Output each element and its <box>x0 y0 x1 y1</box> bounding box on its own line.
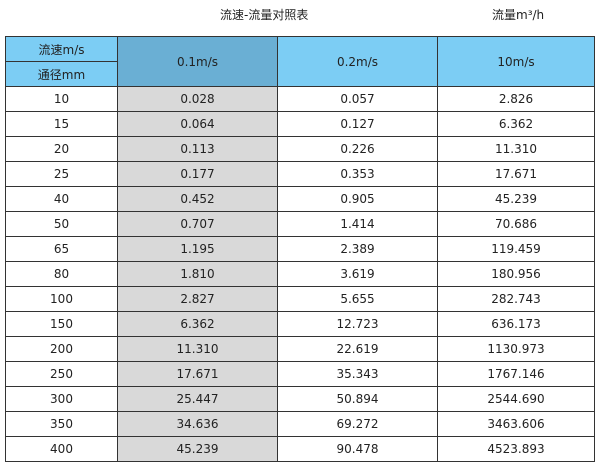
flow-cell: 2.826 <box>437 86 595 112</box>
flow-cell: 11.310 <box>437 136 595 162</box>
table-row: 350 34.636 69.272 3463.606 <box>5 411 595 437</box>
table-row: 25 0.177 0.353 17.671 <box>5 161 595 187</box>
flow-cell: 0.353 <box>277 161 438 187</box>
table-row: 50 0.707 1.414 70.686 <box>5 211 595 237</box>
flow-cell: 3.619 <box>277 261 438 287</box>
flow-cell: 17.671 <box>437 161 595 187</box>
column-header: 0.2m/s <box>277 36 438 87</box>
table-row: 100 2.827 5.655 282.743 <box>5 286 595 312</box>
table-row: 400 45.239 90.478 4523.893 <box>5 436 595 462</box>
flow-cell: 11.310 <box>117 336 278 362</box>
flow-cell: 50.894 <box>277 386 438 412</box>
table-row: 10 0.028 0.057 2.826 <box>5 86 595 112</box>
flow-cell: 0.057 <box>277 86 438 112</box>
flow-cell: 0.905 <box>277 186 438 212</box>
flow-cell: 1.414 <box>277 211 438 237</box>
diameter-cell: 40 <box>5 186 118 212</box>
flow-cell: 0.113 <box>117 136 278 162</box>
diameter-cell: 350 <box>5 411 118 437</box>
diameter-header: 通径mm <box>5 61 118 87</box>
flow-cell: 0.226 <box>277 136 438 162</box>
flow-cell: 6.362 <box>437 111 595 137</box>
flow-cell: 0.177 <box>117 161 278 187</box>
flow-cell: 0.127 <box>277 111 438 137</box>
flow-cell: 636.173 <box>437 311 595 337</box>
flow-cell: 119.459 <box>437 236 595 262</box>
flow-cell: 0.452 <box>117 186 278 212</box>
flow-cell: 1.195 <box>117 236 278 262</box>
table-row: 20 0.113 0.226 11.310 <box>5 136 595 162</box>
diameter-cell: 50 <box>5 211 118 237</box>
diameter-cell: 80 <box>5 261 118 287</box>
table-title: 流速-流量对照表 <box>220 8 309 22</box>
table-row: 250 17.671 35.343 1767.146 <box>5 361 595 387</box>
diameter-cell: 250 <box>5 361 118 387</box>
flow-table: 流速m/s 0.1m/s 0.2m/s 10m/s 通径mm 10 0.028 0.… <box>5 36 595 462</box>
flow-cell: 34.636 <box>117 411 278 437</box>
flow-cell: 2.389 <box>277 236 438 262</box>
flow-cell: 282.743 <box>437 286 595 312</box>
flow-cell: 0.707 <box>117 211 278 237</box>
flow-cell: 17.671 <box>117 361 278 387</box>
table-row: 15 0.064 0.127 6.362 <box>5 111 595 137</box>
flow-cell: 70.686 <box>437 211 595 237</box>
table-row: 80 1.810 3.619 180.956 <box>5 261 595 287</box>
flow-cell: 180.956 <box>437 261 595 287</box>
diameter-cell: 65 <box>5 236 118 262</box>
table-row: 150 6.362 12.723 636.173 <box>5 311 595 337</box>
flow-cell: 0.028 <box>117 86 278 112</box>
flow-cell: 3463.606 <box>437 411 595 437</box>
diameter-cell: 150 <box>5 311 118 337</box>
flow-cell: 1767.146 <box>437 361 595 387</box>
diameter-cell: 100 <box>5 286 118 312</box>
table-row: 200 11.310 22.619 1130.973 <box>5 336 595 362</box>
flow-cell: 25.447 <box>117 386 278 412</box>
diameter-cell: 10 <box>5 86 118 112</box>
flow-cell: 6.362 <box>117 311 278 337</box>
diameter-cell: 25 <box>5 161 118 187</box>
flow-cell: 12.723 <box>277 311 438 337</box>
speed-header: 流速m/s <box>5 36 118 62</box>
flow-cell: 1130.973 <box>437 336 595 362</box>
diameter-cell: 15 <box>5 111 118 137</box>
flow-cell: 90.478 <box>277 436 438 462</box>
table-row: 300 25.447 50.894 2544.690 <box>5 386 595 412</box>
flow-cell: 0.064 <box>117 111 278 137</box>
flow-cell: 22.619 <box>277 336 438 362</box>
column-header: 10m/s <box>437 36 595 87</box>
table-row: 40 0.452 0.905 45.239 <box>5 186 595 212</box>
diameter-cell: 200 <box>5 336 118 362</box>
diameter-cell: 400 <box>5 436 118 462</box>
flow-cell: 2.827 <box>117 286 278 312</box>
flow-cell: 2544.690 <box>437 386 595 412</box>
diameter-cell: 300 <box>5 386 118 412</box>
flow-cell: 35.343 <box>277 361 438 387</box>
diameter-cell: 20 <box>5 136 118 162</box>
flow-cell: 4523.893 <box>437 436 595 462</box>
flow-cell: 45.239 <box>117 436 278 462</box>
table-row: 65 1.195 2.389 119.459 <box>5 236 595 262</box>
flow-cell: 45.239 <box>437 186 595 212</box>
flow-cell: 1.810 <box>117 261 278 287</box>
unit-label: 流量m³/h <box>492 8 545 22</box>
flow-cell: 69.272 <box>277 411 438 437</box>
flow-cell: 5.655 <box>277 286 438 312</box>
column-header: 0.1m/s <box>117 36 278 87</box>
